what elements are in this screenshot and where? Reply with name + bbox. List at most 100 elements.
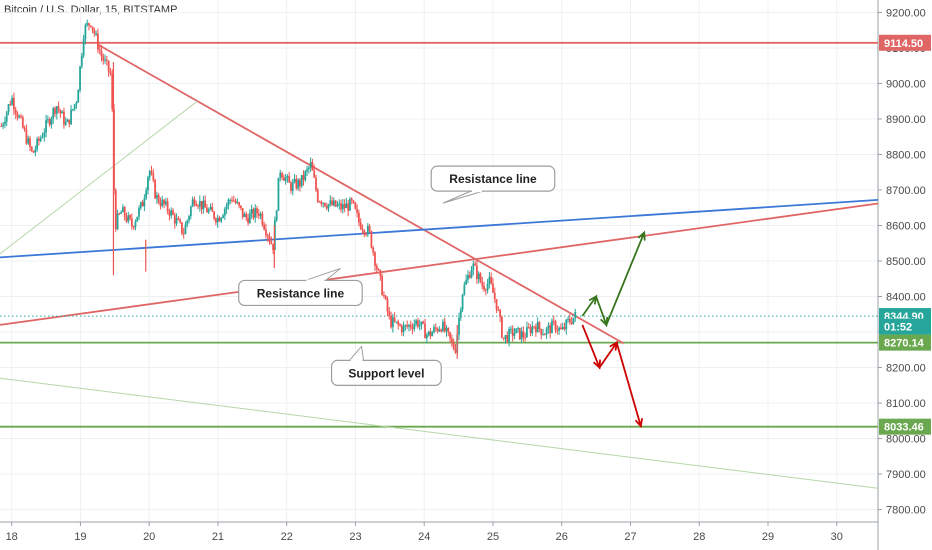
- candle-body: [527, 327, 530, 329]
- candle-body: [397, 321, 400, 325]
- candle-body: [241, 208, 244, 217]
- candle-body: [107, 60, 110, 72]
- candle-body: [334, 200, 337, 207]
- candle-body: [442, 321, 444, 332]
- arrow-head: [637, 230, 646, 241]
- candle-body: [261, 213, 264, 225]
- candle-body: [399, 324, 401, 326]
- candle-body: [75, 102, 78, 105]
- candle-body: [229, 199, 232, 201]
- candle-body: [125, 216, 128, 222]
- y-tick-label: 7800.00: [886, 505, 926, 517]
- candle-body: [475, 265, 478, 280]
- y-tick-label: 8800.00: [886, 149, 926, 161]
- candle-body: [93, 29, 96, 34]
- candle-body: [23, 127, 26, 130]
- candle-body: [536, 322, 539, 333]
- candles: [0, 19, 577, 359]
- candle-body: [436, 328, 439, 332]
- candle-body: [270, 241, 273, 244]
- candle-body: [257, 213, 260, 216]
- candle-body: [284, 177, 287, 181]
- candle-body: [449, 332, 451, 339]
- candle-body: [122, 207, 124, 213]
- candle-body: [223, 208, 226, 216]
- candle-body: [318, 201, 321, 203]
- candle-body: [418, 324, 421, 327]
- arrow-head: [600, 316, 609, 327]
- candle-body: [2, 124, 5, 127]
- candle-body: [59, 109, 62, 114]
- candle-body: [200, 201, 203, 210]
- candle-body: [352, 200, 355, 203]
- candle-body: [43, 132, 46, 137]
- candle-body: [32, 151, 35, 153]
- candle-body: [218, 217, 221, 222]
- candle-body: [472, 263, 475, 270]
- candle-body: [504, 335, 507, 339]
- candle-body: [413, 324, 416, 329]
- candle-body: [236, 202, 239, 204]
- candle-body: [495, 299, 498, 310]
- candle-body: [231, 199, 233, 201]
- candle-body: [511, 328, 514, 336]
- candle-body: [154, 180, 157, 199]
- y-tick-label: 8200.00: [886, 363, 926, 375]
- candle-body: [445, 327, 448, 332]
- candle-body: [290, 182, 292, 191]
- candle-body: [275, 210, 278, 221]
- candle-body: [470, 269, 473, 278]
- candle-body: [329, 200, 332, 205]
- candle-body: [41, 136, 44, 138]
- candle-body: [25, 129, 28, 144]
- candle-body: [202, 200, 205, 210]
- candle-body: [207, 209, 210, 213]
- candle-body: [186, 220, 189, 225]
- projection-line: [581, 324, 642, 427]
- candle-body: [138, 207, 140, 217]
- candle-body: [225, 205, 228, 209]
- candle-body: [332, 200, 335, 206]
- candle-body: [164, 201, 167, 205]
- y-tick-label: 8700.00: [886, 185, 926, 197]
- x-tick-label: 26: [556, 531, 568, 543]
- candle-body: [524, 337, 527, 339]
- candle-body: [254, 208, 257, 218]
- candle-body: [232, 200, 235, 202]
- candle-body: [172, 210, 174, 215]
- candle-body: [406, 325, 409, 327]
- y-tick-label: 8000.00: [886, 434, 926, 446]
- candle-body: [57, 106, 60, 110]
- candle-body: [91, 26, 94, 30]
- candle-body: [209, 206, 212, 210]
- candle-body: [354, 202, 357, 209]
- candle-body: [440, 329, 443, 332]
- candle-body: [73, 104, 76, 110]
- annotation-label: Support level: [348, 366, 424, 380]
- price-label-text: 01:52: [884, 322, 912, 334]
- candle-body: [477, 273, 480, 280]
- x-tick-label: 29: [762, 531, 774, 543]
- candle-body: [263, 224, 266, 230]
- candle-body: [450, 338, 453, 342]
- candle-body: [282, 177, 285, 181]
- candle-body: [567, 318, 569, 320]
- candle-body: [109, 71, 112, 74]
- candle-body: [345, 203, 348, 209]
- candle-body: [370, 231, 373, 248]
- candle-body: [143, 198, 146, 207]
- candle-body: [220, 217, 223, 222]
- callout-box: [330, 359, 442, 386]
- candle-body: [70, 109, 72, 125]
- candle-body: [325, 206, 328, 209]
- candle-body: [458, 317, 460, 335]
- candle-body: [431, 332, 434, 337]
- candle-body: [420, 321, 423, 325]
- candle-body: [86, 23, 89, 26]
- candle-body: [98, 49, 101, 51]
- candle-body: [565, 319, 568, 330]
- candle-body: [297, 179, 300, 189]
- candle-body: [375, 265, 378, 270]
- candle-body: [459, 309, 462, 318]
